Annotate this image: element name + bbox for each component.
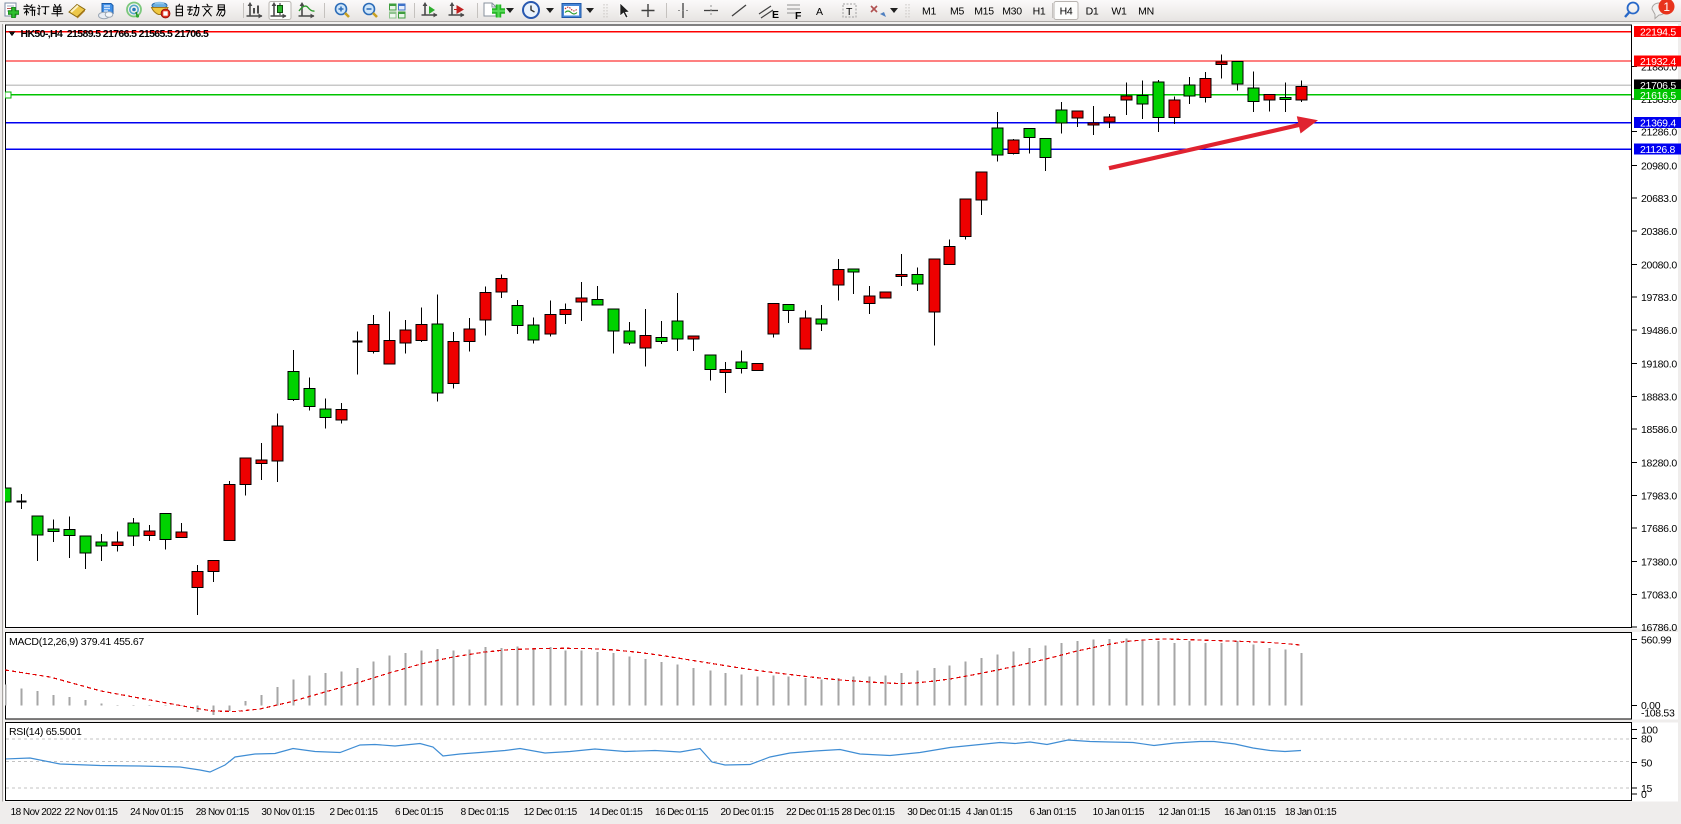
svg-text:H1: H1 bbox=[1033, 6, 1046, 18]
svg-text:18280.0: 18280.0 bbox=[1641, 458, 1677, 470]
svg-text:19783.0: 19783.0 bbox=[1641, 292, 1677, 304]
svg-text:4 Jan 01:15: 4 Jan 01:15 bbox=[966, 807, 1013, 818]
svg-text:M15: M15 bbox=[974, 6, 994, 18]
svg-text:24 Nov 01:15: 24 Nov 01:15 bbox=[130, 807, 184, 818]
svg-text:19180.0: 19180.0 bbox=[1641, 359, 1677, 371]
svg-text:30 Dec 01:15: 30 Dec 01:15 bbox=[907, 807, 961, 818]
svg-text:100: 100 bbox=[1641, 725, 1658, 737]
svg-text:22194.5: 22194.5 bbox=[1640, 27, 1676, 39]
svg-text:28 Nov 01:15: 28 Nov 01:15 bbox=[196, 807, 250, 818]
svg-text:20080.0: 20080.0 bbox=[1641, 260, 1677, 272]
svg-text:50: 50 bbox=[1641, 757, 1653, 769]
svg-text:MACD(12,26,9) 379.41 455.67: MACD(12,26,9) 379.41 455.67 bbox=[9, 636, 144, 648]
svg-text:M1: M1 bbox=[922, 6, 936, 18]
svg-text:19486.0: 19486.0 bbox=[1641, 325, 1677, 337]
svg-text:D1: D1 bbox=[1086, 6, 1099, 18]
svg-text:21616.5: 21616.5 bbox=[1640, 90, 1676, 102]
svg-text:10 Jan 01:15: 10 Jan 01:15 bbox=[1093, 807, 1145, 818]
svg-text:22 Nov 01:15: 22 Nov 01:15 bbox=[65, 807, 119, 818]
svg-text:20386.0: 20386.0 bbox=[1641, 226, 1677, 238]
svg-text:20 Dec 01:15: 20 Dec 01:15 bbox=[721, 807, 775, 818]
svg-text:21286.0: 21286.0 bbox=[1641, 127, 1677, 139]
svg-text:22 Dec 01:15: 22 Dec 01:15 bbox=[786, 807, 840, 818]
svg-text:15: 15 bbox=[1641, 783, 1653, 795]
svg-text:RSI(14) 65.5001: RSI(14) 65.5001 bbox=[9, 726, 82, 738]
svg-text:16 Dec 01:15: 16 Dec 01:15 bbox=[655, 807, 709, 818]
svg-text:-108.53: -108.53 bbox=[1641, 708, 1675, 720]
svg-text:18883.0: 18883.0 bbox=[1641, 391, 1677, 403]
svg-text:W1: W1 bbox=[1111, 6, 1127, 18]
svg-text:21369.4: 21369.4 bbox=[1640, 118, 1676, 130]
svg-text:14 Dec 01:15: 14 Dec 01:15 bbox=[589, 807, 643, 818]
svg-text:17380.0: 17380.0 bbox=[1641, 557, 1677, 569]
svg-text:H4: H4 bbox=[1060, 6, 1073, 18]
svg-text:21126.8: 21126.8 bbox=[1640, 144, 1676, 156]
svg-text:560.99: 560.99 bbox=[1641, 634, 1672, 646]
svg-text:18 Nov 2022: 18 Nov 2022 bbox=[11, 807, 63, 818]
svg-text:MN: MN bbox=[1138, 6, 1154, 18]
svg-text:M30: M30 bbox=[1002, 6, 1022, 18]
svg-text:0.00: 0.00 bbox=[1641, 700, 1661, 712]
svg-text:28 Dec 01:15: 28 Dec 01:15 bbox=[842, 807, 896, 818]
svg-text:8 Dec 01:15: 8 Dec 01:15 bbox=[461, 807, 510, 818]
svg-text:17083.0: 17083.0 bbox=[1641, 589, 1677, 601]
svg-text:A: A bbox=[816, 6, 823, 18]
svg-text:T: T bbox=[846, 6, 853, 18]
svg-text:30 Nov 01:15: 30 Nov 01:15 bbox=[261, 807, 315, 818]
svg-text:F: F bbox=[795, 10, 802, 22]
svg-text:HK50-,H4 21589.5 21766.5 2156: HK50-,H4 21589.5 21766.5 21565.5 21706.5 bbox=[21, 28, 209, 40]
svg-text:21932.4: 21932.4 bbox=[1640, 56, 1676, 68]
svg-text:16 Jan 01:15: 16 Jan 01:15 bbox=[1224, 807, 1276, 818]
svg-text:18586.0: 18586.0 bbox=[1641, 424, 1677, 436]
svg-text:E: E bbox=[772, 9, 779, 21]
svg-text:17983.0: 17983.0 bbox=[1641, 490, 1677, 502]
svg-text:20683.0: 20683.0 bbox=[1641, 193, 1677, 205]
svg-text:2 Dec 01:15: 2 Dec 01:15 bbox=[329, 807, 378, 818]
svg-text:1: 1 bbox=[1663, 0, 1670, 14]
svg-text:18 Jan 01:15: 18 Jan 01:15 bbox=[1285, 807, 1337, 818]
svg-text:6 Jan 01:15: 6 Jan 01:15 bbox=[1029, 807, 1076, 818]
svg-text:12 Jan 01:15: 12 Jan 01:15 bbox=[1158, 807, 1210, 818]
svg-text:80: 80 bbox=[1641, 733, 1653, 745]
svg-text:17686.0: 17686.0 bbox=[1641, 523, 1677, 535]
svg-text:6 Dec 01:15: 6 Dec 01:15 bbox=[395, 807, 444, 818]
svg-text:20980.0: 20980.0 bbox=[1641, 160, 1677, 172]
svg-text:M5: M5 bbox=[950, 6, 964, 18]
svg-text:0: 0 bbox=[1641, 789, 1647, 801]
svg-text:12 Dec 01:15: 12 Dec 01:15 bbox=[524, 807, 578, 818]
svg-text:16786.0: 16786.0 bbox=[1641, 622, 1677, 634]
